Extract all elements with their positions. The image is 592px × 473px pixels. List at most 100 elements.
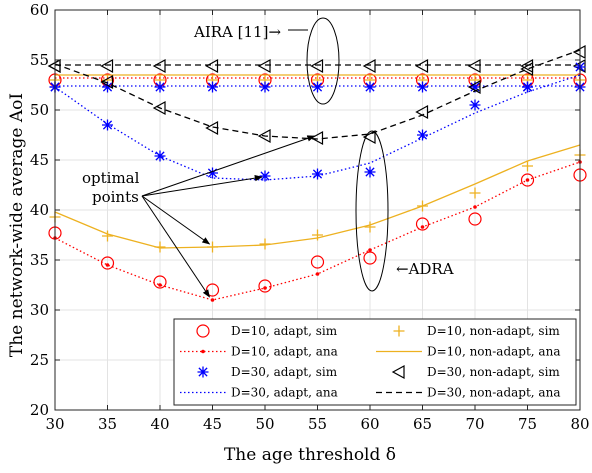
d-10-adapt-ana-marker xyxy=(315,272,320,276)
aira-aira-d30-non-adapt-sim-marker xyxy=(415,58,429,74)
d-30-adapt-sim-marker xyxy=(207,167,218,179)
aira-aira-d30-adapt-sim-marker xyxy=(154,81,166,93)
legend-d-30-adapt-sim-label: D=30, adapt, sim xyxy=(231,365,338,379)
y-tick-label: 40 xyxy=(30,201,49,219)
legend-d-10-non-adapt-ana-label: D=10, non-adapt, ana xyxy=(427,345,560,359)
d-30-non-adapt-sim-marker xyxy=(467,79,481,95)
x-tick-label: 35 xyxy=(98,415,117,433)
aira-aira-d30-non-adapt-sim-marker xyxy=(467,58,481,74)
d-30-adapt-sim-marker xyxy=(312,168,323,180)
legend-d-10-adapt-sim-marker xyxy=(196,324,210,338)
d-10-adapt-ana-marker xyxy=(368,248,372,252)
legend-d-30-adapt-ana-label: D=30, adapt, ana xyxy=(231,386,338,400)
d-10-adapt-sim-marker xyxy=(153,275,167,289)
optimal-arrow-3 xyxy=(141,174,263,197)
aira-aira-d30-non-adapt-sim-marker xyxy=(152,58,166,74)
annotation-aira: AIRA [11]→ xyxy=(193,23,281,41)
x-tick-label: 80 xyxy=(570,415,589,433)
y-axis-label: The network-wide average AoI xyxy=(7,93,27,357)
annotation-optimal-2: points xyxy=(92,188,139,206)
d-30-non-adapt-sim-marker xyxy=(362,129,376,145)
aira-aira-d30-adapt-sim-marker xyxy=(102,81,113,93)
d-30-non-adapt-sim-marker xyxy=(257,128,271,144)
x-tick-label: 65 xyxy=(413,415,432,433)
d-30-adapt-sim-marker xyxy=(364,166,376,178)
d-30-adapt-ana-line xyxy=(54,74,581,181)
aira-aira-d30-adapt-sim-marker xyxy=(417,81,428,93)
x-tick-label: 50 xyxy=(255,415,274,433)
y-tick-label: 45 xyxy=(30,151,49,169)
y-tick-label: 35 xyxy=(30,251,49,269)
legend-d-30-non-adapt-ana-label: D=30, non-adapt, ana xyxy=(427,386,560,400)
aira-aira-d30-adapt-sim-marker xyxy=(364,81,376,93)
annotation-optimal-1: optimal xyxy=(82,169,140,187)
x-axis-label: The age threshold δ xyxy=(224,445,396,465)
y-tick-label: 30 xyxy=(30,301,49,319)
d-10-adapt-sim-marker xyxy=(363,251,377,265)
optimal-arrow-4 xyxy=(141,135,316,197)
d-10-non-adapt-sim-marker xyxy=(469,187,481,199)
d-10-adapt-ana-line xyxy=(54,161,581,301)
d-10-adapt-sim-marker xyxy=(415,217,430,231)
aira-aira-d30-non-adapt-sim-marker xyxy=(100,58,114,74)
y-tick-label: 20 xyxy=(30,401,49,419)
x-tick-label: 30 xyxy=(45,415,64,433)
d-10-adapt-sim-marker xyxy=(520,173,535,187)
legend-d-30-non-adapt-sim-label: D=30, non-adapt, sim xyxy=(427,365,560,379)
axes: 30 35 40 45 50 55 60 65 70 75 80 20 25 30 35 40 45 50 55 60 xyxy=(30,1,590,433)
legend-d-30-non-adapt-sim-marker xyxy=(391,364,405,380)
d-10-non-adapt-sim-marker xyxy=(364,221,376,233)
d-10-adapt-sim-marker xyxy=(468,212,482,226)
aira-aira-d30-adapt-sim-marker xyxy=(207,81,218,93)
d-30-adapt-sim-marker xyxy=(154,150,166,162)
d-30-adapt-sim-marker xyxy=(102,119,113,131)
aira-aira-d30-non-adapt-sim-marker xyxy=(362,58,376,74)
d-10-non-adapt-sim-marker xyxy=(312,229,323,241)
d-30-adapt-sim-marker xyxy=(522,81,533,93)
d-30-non-adapt-sim-marker xyxy=(100,74,114,90)
x-tick-label: 60 xyxy=(360,415,379,433)
d-30-adapt-sim-marker xyxy=(469,99,481,111)
aira-aira-d30-non-adapt-sim-marker xyxy=(205,58,219,74)
legend-d-10-adapt-ana-marker xyxy=(201,349,205,354)
d-30-non-adapt-sim-marker xyxy=(520,61,534,77)
aira-aira-d30-non-adapt-sim-marker xyxy=(257,58,271,74)
x-tick-label: 75 xyxy=(518,415,537,433)
y-tick-label: 55 xyxy=(30,51,49,69)
annotation-adra: ←ADRA xyxy=(396,260,454,278)
x-tick-label: 70 xyxy=(465,415,484,433)
d-10-adapt-ana-marker xyxy=(525,178,530,182)
d-10-adapt-ana-marker xyxy=(158,283,162,287)
legend-d-30-adapt-sim-marker xyxy=(197,366,209,378)
aira-ellipse xyxy=(306,17,340,105)
aira-aira-d30-adapt-sim-marker xyxy=(259,81,271,93)
aira-flat-lines xyxy=(47,58,587,93)
optimal-arrow-2 xyxy=(141,195,211,245)
d-30-adapt-sim-marker xyxy=(259,170,271,182)
legend-d-10-non-adapt-sim-marker xyxy=(393,325,405,337)
d-10-non-adapt-ana-line xyxy=(54,144,581,249)
legend-d-10-adapt-sim-label: D=10, adapt, sim xyxy=(231,324,338,338)
d-10-adapt-ana-marker xyxy=(210,298,215,302)
d-30-adapt-sim-marker xyxy=(417,129,428,141)
d-10-adapt-sim-marker xyxy=(310,255,325,269)
y-tick-label: 25 xyxy=(30,351,49,369)
legend: D=10, adapt, sim D=10, non-adapt, sim D=10… xyxy=(173,318,577,406)
d-10-adapt-ana-marker xyxy=(420,225,425,229)
y-tick-label: 50 xyxy=(30,101,49,119)
d-10-adapt-sim-marker xyxy=(100,256,115,270)
legend-d-10-adapt-ana-label: D=10, adapt, ana xyxy=(231,345,338,359)
x-tick-label: 55 xyxy=(308,415,327,433)
x-tick-label: 40 xyxy=(150,415,169,433)
d-10-adapt-ana-marker xyxy=(263,286,267,290)
aira-aira-d30-adapt-sim-marker xyxy=(469,81,481,93)
legend-box xyxy=(173,318,577,406)
y-tick-label: 60 xyxy=(30,1,49,19)
optimal-arrow-1 xyxy=(141,195,210,298)
adra-ellipse xyxy=(355,130,389,292)
d-10-adapt-ana-marker xyxy=(473,205,477,209)
annotations: AIRA [11]→ ←ADRA optimal points xyxy=(82,17,454,292)
aira-aira-d30-non-adapt-sim-marker xyxy=(310,58,324,74)
